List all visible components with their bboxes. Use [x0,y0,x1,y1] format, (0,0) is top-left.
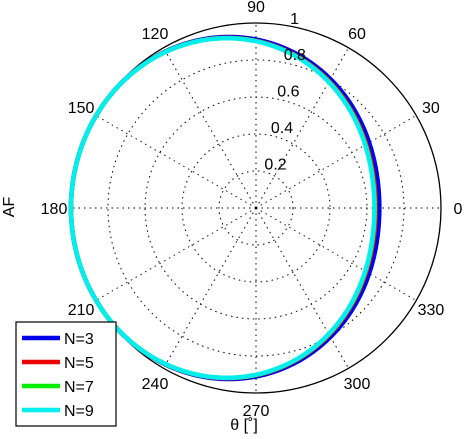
angle-tick-label: 60 [348,26,366,43]
series-line [68,35,377,381]
angle-tick-label: 0 [454,201,463,218]
radial-tick-label: 0.4 [271,120,293,137]
y-axis-label: AF [1,197,18,218]
angle-tick-label: 300 [344,376,371,393]
legend: N=3 N=5 N=7 N=9 [15,321,117,427]
angle-tick-label: 210 [68,302,95,319]
radial-tick-label: 0.8 [284,47,306,64]
grid-circle [107,59,405,357]
radial-tick-label: 0.6 [277,84,299,101]
legend-label: N=9 [64,403,94,420]
tick-labels: 0 30 60 90 120 150 180 210 240 270 300 330 0.2 0.4 0.6… [41,0,463,420]
grid-spoke [255,207,349,369]
x-axis-label: θ [˚] [230,417,258,434]
angle-tick-label: 30 [422,100,440,117]
grid-spoke [163,207,257,369]
angle-tick-label: 90 [247,0,265,16]
angle-tick-label: 330 [418,302,445,319]
grid-spoke [95,115,257,209]
radial-tick-label: 1 [290,11,299,28]
angle-tick-label: 180 [41,201,68,218]
legend-label: N=7 [64,379,94,396]
grid-circle [181,133,331,283]
grid-spoke [163,47,257,209]
legend-label: N=3 [64,331,94,348]
grid-circle [218,170,294,246]
angle-tick-label: 120 [142,26,169,43]
angle-tick-label: 240 [142,376,169,393]
grid-spoke [95,207,257,301]
legend-label: N=5 [64,355,94,372]
angle-tick-label: 270 [243,403,270,420]
grid-spoke [255,47,349,209]
angle-tick-label: 150 [68,100,95,117]
grid-spoke [255,207,417,301]
grid-spoke [255,115,417,209]
series-curves [68,34,382,382]
radial-tick-label: 0.2 [264,157,286,174]
